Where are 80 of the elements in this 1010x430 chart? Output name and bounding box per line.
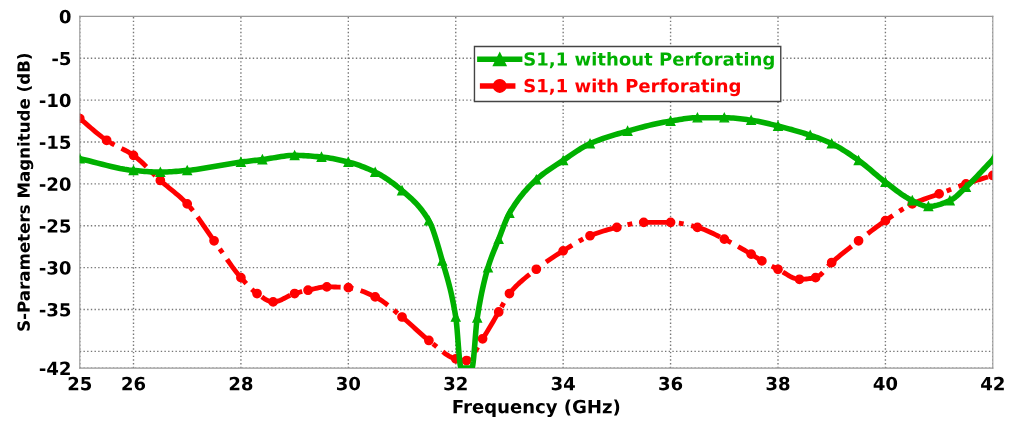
point [826,257,837,268]
x-tick-label: 30 [336,376,361,391]
point [128,150,139,161]
y-tick-label: -30 [39,261,71,275]
point [531,264,542,275]
point [397,312,407,322]
point [316,152,327,162]
y-tick-label: -10 [39,93,71,108]
x-tick-label: 25 [68,376,92,391]
point [504,288,515,299]
point [794,274,805,285]
x-axis-title: Frequency (GHz) [453,399,620,418]
point [746,249,757,260]
point [268,297,279,307]
y-tick-label: -35 [39,302,71,317]
point [209,235,219,246]
point [182,199,193,209]
point [504,208,515,219]
point [155,167,166,177]
point [719,234,730,244]
point [585,230,595,241]
point [665,217,676,228]
point [826,138,837,149]
point [257,154,268,165]
point [805,130,816,141]
point [665,116,676,126]
point [289,150,300,161]
point [810,272,821,283]
point [236,272,246,283]
point [880,215,891,226]
x-tick-label: 38 [766,376,790,391]
point [773,121,783,131]
y-tick-label: -42 [39,361,70,375]
legend-label: S1,1 with Perforating [524,78,740,97]
point [622,126,633,136]
y-tick-label: -20 [39,177,71,191]
point [719,112,730,123]
y-tick-label: 0 [59,9,71,24]
y-axis-title: S-Parameters Magnitude (dB) [17,53,34,331]
point [343,282,354,293]
point [612,222,622,233]
point [321,281,332,292]
point [182,165,193,176]
x-tick-label: 32 [444,376,467,391]
point [907,195,918,206]
point [101,135,112,146]
y-tick-label: -15 [39,135,71,150]
point [477,333,488,344]
point [692,112,703,123]
point [493,307,504,317]
x-tick-label: 42 [981,376,1004,391]
point [370,292,381,302]
point [934,189,944,199]
point [692,222,703,233]
point [289,288,300,299]
point [128,165,139,176]
point [773,264,783,275]
x-tick-label: 26 [122,376,146,391]
y-tick-label: -5 [52,51,71,66]
x-tick-label: 40 [873,376,898,391]
point [343,157,354,167]
x-tick-label: 34 [551,376,575,391]
point [252,288,262,299]
point [303,285,313,296]
point [424,335,434,346]
point [424,215,434,226]
x-tick-label: 36 [659,376,683,391]
point [558,245,569,256]
point [945,195,955,206]
point [585,138,595,149]
point [746,115,757,126]
y-tick-label: -25 [39,219,71,233]
point [757,256,767,266]
point [493,234,504,244]
point [853,235,864,246]
point [923,201,934,212]
point [638,217,649,228]
x-tick-label: 28 [229,376,253,391]
legend-label: S1,1 without Perforating [524,51,774,70]
point [236,157,246,167]
